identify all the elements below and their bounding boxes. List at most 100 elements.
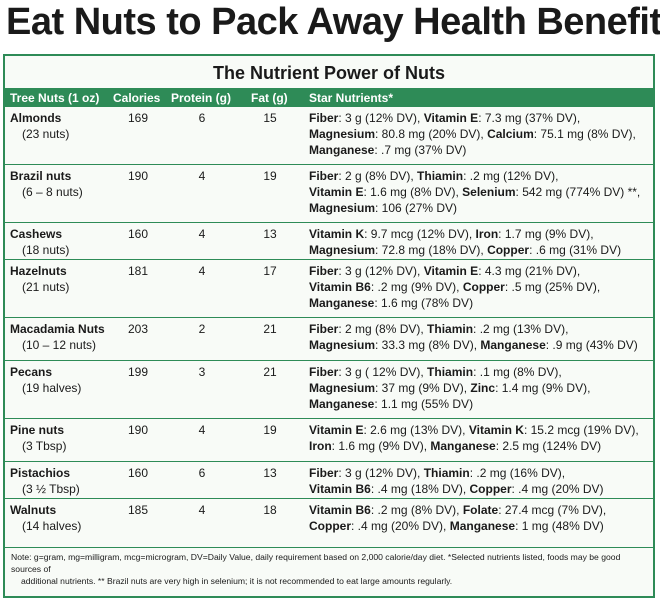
fat-value: 17 xyxy=(263,264,277,278)
fat-value: 18 xyxy=(263,503,277,517)
table-row: Brazil nuts (6 – 8 nuts) 190 4 19 Fiber: 2 g … xyxy=(5,165,653,223)
nutrient-amount: : 1.6 mg (9% DV), xyxy=(331,439,431,453)
protein-value: 4 xyxy=(198,264,206,278)
nutrient-line: Fiber: 2 g (8% DV), Thiamin: .2 mg (12% … xyxy=(309,168,653,184)
nutrient-name: Copper xyxy=(487,243,530,257)
nut-name: Pine nuts xyxy=(10,423,65,437)
protein-value: 3 xyxy=(198,365,206,379)
nut-serving: (19 halves) xyxy=(22,381,82,395)
nutrient-name: Magnesium xyxy=(309,201,376,215)
nutrient-name: Vitamin B6 xyxy=(309,482,371,496)
nutrient-amount: : .2 mg (12% DV), xyxy=(463,169,559,183)
nut-name: Brazil nuts xyxy=(10,169,72,183)
col-header-fat: Fat (g) xyxy=(251,90,288,105)
fat-value: 19 xyxy=(263,169,277,183)
nut-cell: Hazelnuts (21 nuts) xyxy=(5,263,109,317)
nutrient-amount: : 80.8 mg (20% DV), xyxy=(375,127,488,141)
nutrient-name: Vitamin E xyxy=(309,185,364,199)
nutrient-amount: : 72.8 mg (18% DV), xyxy=(375,243,488,257)
fat-value: 21 xyxy=(263,365,277,379)
calories-value: 190 xyxy=(127,169,149,183)
nutrient-amount: : .6 mg (31% DV) xyxy=(529,243,622,257)
nutrient-line: Fiber: 3 g (12% DV), Thiamin: .2 mg (16%… xyxy=(309,465,653,481)
nutrient-name: Manganese xyxy=(430,439,496,453)
nutrient-amount: : 1.7 mg (9% DV), xyxy=(498,227,594,241)
nut-name: Macadamia Nuts xyxy=(10,322,105,336)
nutrient-name: Thiamin xyxy=(417,169,464,183)
nut-serving: (18 nuts) xyxy=(22,243,70,257)
nutrient-amount: : .2 mg (13% DV), xyxy=(473,322,569,336)
nutrient-amount: : 27.4 mcg (7% DV), xyxy=(498,503,607,517)
nutrient-amount: : .4 mg (18% DV), xyxy=(370,482,470,496)
nut-cell: Pistachios (3 ½ Tbsp) xyxy=(5,465,109,498)
nut-serving: (10 – 12 nuts) xyxy=(22,338,97,352)
star-nutrients-cell: Fiber: 3 g ( 12% DV), Thiamin: .1 mg (8%… xyxy=(303,364,653,418)
table-title: The Nutrient Power of Nuts xyxy=(212,63,445,83)
nutrient-name: Magnesium xyxy=(309,338,376,352)
nut-serving: (3 Tbsp) xyxy=(22,439,67,453)
protein-value: 2 xyxy=(198,322,206,336)
nutrient-name: Thiamin xyxy=(423,466,470,480)
page-headline: Eat Nuts to Pack Away Health Benefits xyxy=(6,1,660,43)
nutrient-amount: : 3 g (12% DV), xyxy=(338,466,424,480)
nutrient-name: Copper xyxy=(469,482,512,496)
nutrient-line: Magnesium: 33.3 mg (8% DV), Manganese: .… xyxy=(309,337,653,353)
table-row: Pecans (19 halves) 199 3 21 Fiber: 3 g ( 12% … xyxy=(5,361,653,419)
nutrient-amount: : .4 mg (20% DV), xyxy=(351,519,450,533)
fat-value: 13 xyxy=(263,227,277,241)
nutrient-line: Fiber: 3 g ( 12% DV), Thiamin: .1 mg (8%… xyxy=(309,364,653,380)
fat-value: 15 xyxy=(263,111,277,125)
calories-value: 169 xyxy=(127,111,149,125)
nutrient-line: Vitamin B6: .2 mg (9% DV), Copper: .5 mg… xyxy=(309,279,653,295)
nutrient-name: Iron xyxy=(309,439,332,453)
calories-value: 160 xyxy=(127,227,149,241)
nutrient-name: Vitamin B6 xyxy=(309,280,371,294)
star-nutrients-cell: Vitamin K: 9.7 mcg (12% DV), Iron: 1.7 m… xyxy=(303,226,653,259)
nutrient-name: Manganese xyxy=(309,397,375,411)
table-row: Almonds (23 nuts) 169 6 15 Fiber: 3 g (12% DV… xyxy=(5,107,653,165)
nutrient-amount: : .1 mg (8% DV), xyxy=(473,365,562,379)
nutrient-amount: : 1 mg (48% DV) xyxy=(515,519,604,533)
nutrient-amount: : .5 mg (25% DV), xyxy=(504,280,601,294)
nut-cell: Walnuts (14 halves) xyxy=(5,502,109,547)
nut-name: Walnuts xyxy=(10,503,57,517)
nutrient-name: Folate xyxy=(462,503,499,517)
nutrient-amount: : 2.6 mg (13% DV), xyxy=(363,423,469,437)
nut-cell: Macadamia Nuts (10 – 12 nuts) xyxy=(5,321,109,360)
nutrient-amount: : 9.7 mcg (12% DV), xyxy=(364,227,476,241)
nutrient-line: Magnesium: 80.8 mg (20% DV), Calcium: 75… xyxy=(309,126,653,142)
nutrient-name: Fiber xyxy=(309,264,339,278)
nutrient-name: Vitamin E xyxy=(309,423,364,437)
nutrient-amount: : 3 g ( 12% DV), xyxy=(338,365,428,379)
calories-value: 199 xyxy=(127,365,149,379)
nutrient-line: Fiber: 2 mg (8% DV), Thiamin: .2 mg (13%… xyxy=(309,321,653,337)
calories-value: 160 xyxy=(127,466,149,480)
nutrient-amount: : 75.1 mg (8% DV), xyxy=(533,127,636,141)
nutrient-amount: : 37 mg (9% DV), xyxy=(375,381,471,395)
nutrient-name: Magnesium xyxy=(309,243,376,257)
nutrient-line: Manganese: 1.1 mg (55% DV) xyxy=(309,396,653,412)
nutrient-amount: : 3 g (12% DV), xyxy=(338,111,424,125)
col-header-calories: Calories xyxy=(113,90,161,105)
nutrient-name: Fiber xyxy=(309,322,339,336)
nut-name: Pecans xyxy=(10,365,53,379)
nutrient-name: Fiber xyxy=(309,169,339,183)
nutrient-amount: : 2.5 mg (124% DV) xyxy=(495,439,602,453)
nutrient-line: Copper: .4 mg (20% DV), Manganese: 1 mg … xyxy=(309,518,653,534)
nutrient-amount: : 7.3 mg (37% DV), xyxy=(478,111,581,125)
nutrient-amount: : 1.4 mg (9% DV), xyxy=(495,381,591,395)
nut-cell: Pine nuts (3 Tbsp) xyxy=(5,422,109,461)
nutrient-name: Manganese xyxy=(480,338,546,352)
nutrient-name: Manganese xyxy=(309,143,375,157)
nutrient-line: Vitamin B6: .2 mg (8% DV), Folate: 27.4 … xyxy=(309,502,653,518)
nutrient-name: Manganese xyxy=(309,296,375,310)
nutrient-line: Fiber: 3 g (12% DV), Vitamin E: 7.3 mg (… xyxy=(309,110,653,126)
nutrient-line: Vitamin B6: .4 mg (18% DV), Copper: .4 m… xyxy=(309,481,653,497)
col-header-protein: Protein (g) xyxy=(171,90,231,105)
nut-cell: Cashews (18 nuts) xyxy=(5,226,109,259)
table-body: Almonds (23 nuts) 169 6 15 Fiber: 3 g (12% DV… xyxy=(5,107,653,548)
nut-serving: (21 nuts) xyxy=(22,280,70,294)
nutrient-name: Copper xyxy=(462,280,505,294)
table-header-row: Tree Nuts (1 oz) Calories Protein (g) Fa… xyxy=(5,88,653,107)
star-nutrients-cell: Fiber: 3 g (12% DV), Vitamin E: 7.3 mg (… xyxy=(303,110,653,164)
